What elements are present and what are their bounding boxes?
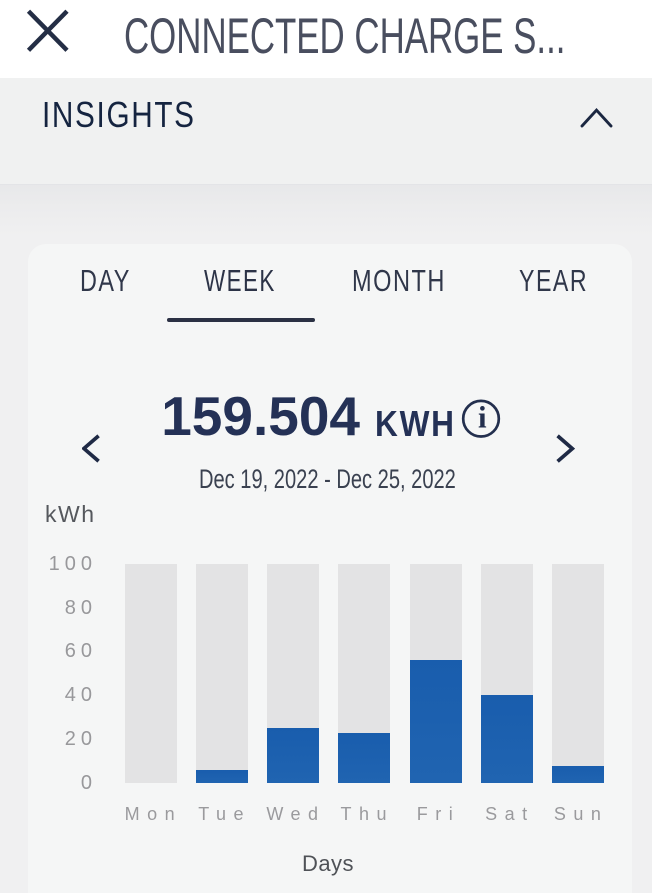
svg-text:i: i <box>477 399 486 434</box>
